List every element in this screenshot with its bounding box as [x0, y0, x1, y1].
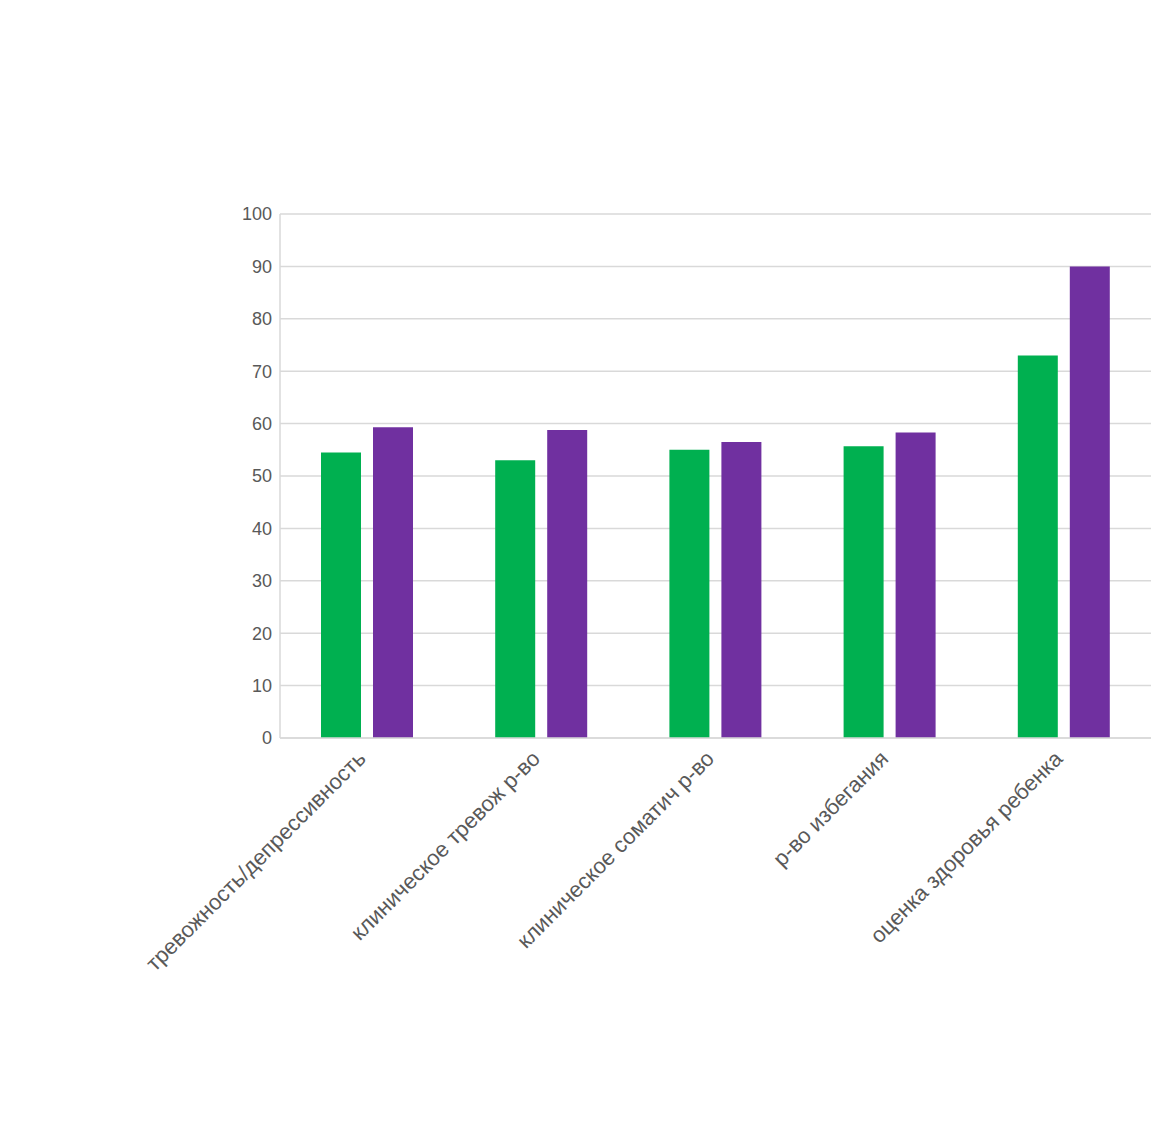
svg-text:70: 70 — [252, 362, 272, 382]
svg-text:100: 100 — [242, 204, 272, 224]
svg-text:30: 30 — [252, 571, 272, 591]
svg-text:тревожность/депрессивность: тревожность/депрессивность — [141, 746, 371, 976]
svg-text:80: 80 — [252, 309, 272, 329]
svg-text:50: 50 — [252, 466, 272, 486]
svg-text:90: 90 — [252, 257, 272, 277]
svg-text:60: 60 — [252, 414, 272, 434]
svg-text:р-во избегания: р-во избегания — [768, 746, 893, 871]
svg-text:клиническое тревож р-во: клиническое тревож р-во — [346, 746, 545, 945]
svg-text:40: 40 — [252, 519, 272, 539]
svg-text:клиническое соматич р-во: клиническое соматич р-во — [512, 746, 719, 953]
svg-text:0: 0 — [262, 728, 272, 748]
svg-text:оценка здоровья ребенка: оценка здоровья ребенка — [865, 745, 1068, 948]
svg-text:20: 20 — [252, 624, 272, 644]
svg-text:10: 10 — [252, 676, 272, 696]
